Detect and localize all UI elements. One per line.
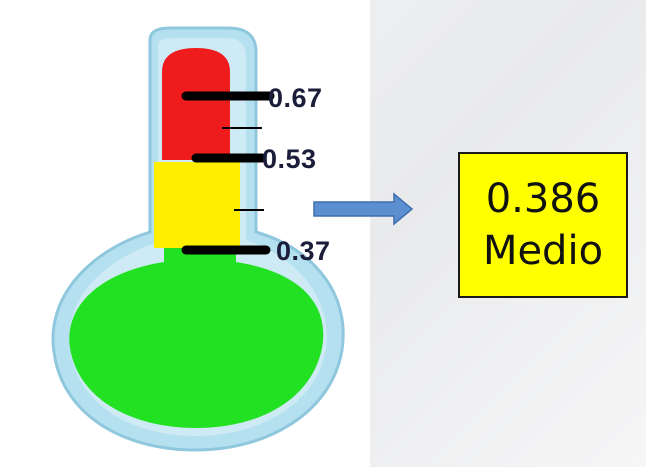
scale-label-high: 0.67 (268, 83, 323, 113)
result-box: 0.386 Medio (458, 152, 628, 298)
result-value: 0.386 (485, 176, 601, 222)
scale-label-low: 0.37 (276, 236, 331, 266)
scale-label-mid: 0.53 (262, 144, 317, 174)
yellow-zone (154, 162, 240, 248)
red-zone (162, 48, 230, 160)
right-arrow-icon (313, 192, 414, 226)
result-level: Medio (482, 228, 604, 274)
green-zone (69, 248, 324, 428)
scale-ticks (181, 91, 275, 255)
